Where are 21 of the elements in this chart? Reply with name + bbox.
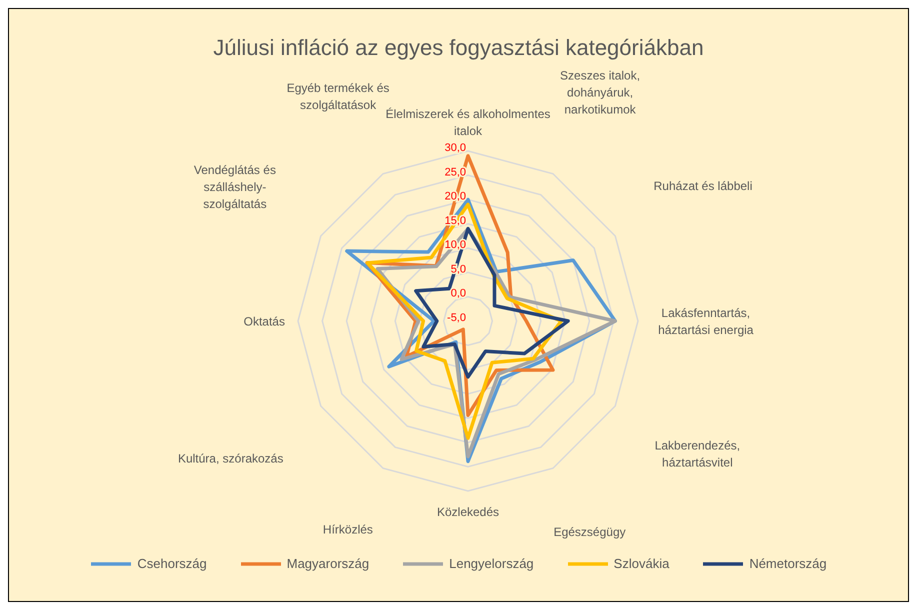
spoke-label: Szeszes italok, dohányáruk, narkotikumok (560, 68, 640, 117)
spoke-label: Ruházat és lábbeli (654, 178, 752, 193)
spoke-label: Lakberendezés, háztartásvitel (654, 438, 740, 470)
legend-label: Csehország (137, 556, 207, 571)
spoke-label: Vendéglátás és szálláshely-szolgáltatás (194, 162, 276, 211)
spoke-label: Kultúra, szórakozás (178, 452, 284, 466)
legend-label: Németország (749, 556, 827, 571)
spoke-label: Élelmiszerek és alkoholmentes italok (386, 107, 550, 138)
y-tick-label: -5,0 (447, 312, 466, 324)
spoke-label: Hírközlés (322, 522, 373, 536)
spoke-label: Egészségügy (554, 525, 626, 540)
chart-title: Júliusi infláció az egyes fogyasztási kategóriákban (212, 35, 705, 61)
legend-label: Szlovákia (614, 556, 670, 571)
spoke-label: Közlekedés (436, 505, 500, 519)
spoke-label: Lakásfenntartás, háztartási energia (658, 306, 754, 337)
spoke-label: Oktatás (244, 314, 285, 328)
legend-label: Magyarország (286, 556, 370, 571)
y-tick-label: 15,0 (444, 214, 466, 227)
y-tick-label: 30,0 (444, 142, 466, 154)
y-tick-label: 0,0 (450, 288, 466, 300)
legend-label: Lengyelország (449, 556, 534, 571)
